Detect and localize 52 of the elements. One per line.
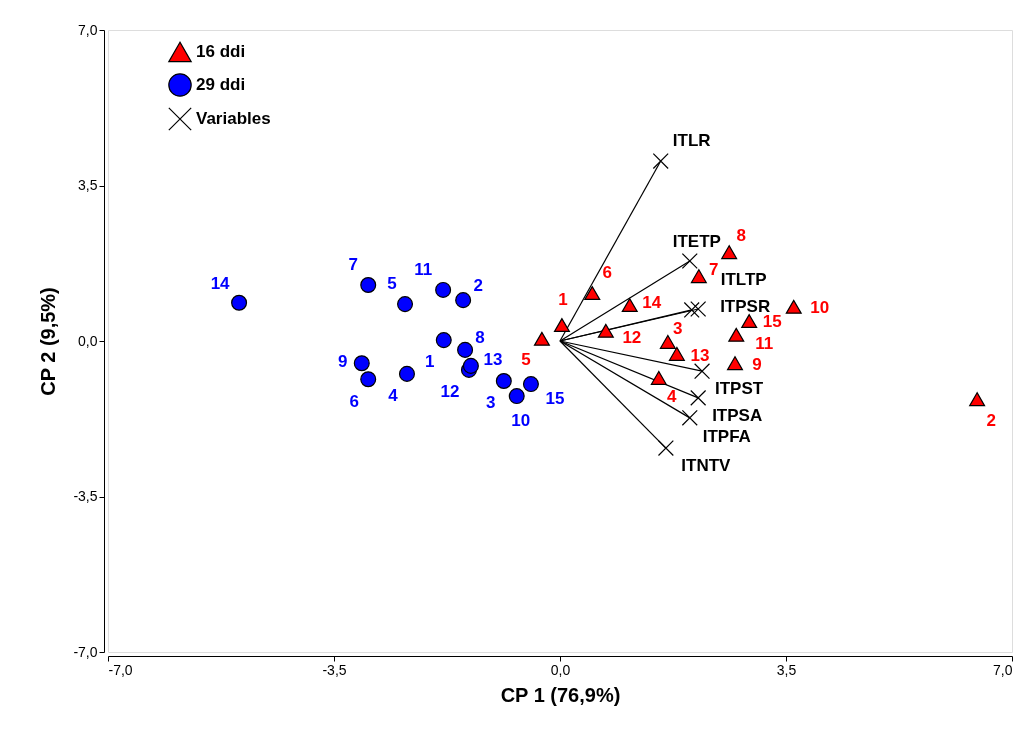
annotation: 11 (755, 333, 774, 353)
annotation: ITPSA (712, 405, 763, 425)
annotation: ITLR (672, 131, 711, 151)
x-tick-label: 7,0 (993, 661, 1013, 678)
y-tick-label: 7,0 (78, 21, 98, 38)
annotation: 9 (338, 352, 348, 372)
annotation: 13 (483, 349, 503, 369)
x-axis-title: CP 1 (76,9%) (500, 683, 621, 706)
legend-label: Variables (196, 109, 271, 128)
x-tick-label: -7,0 (108, 661, 133, 678)
annotation: ITPST (714, 379, 764, 399)
annotation: 12 (440, 381, 460, 401)
annotation: ITPFA (702, 426, 751, 446)
annotation: 4 (667, 386, 678, 406)
annotation: 7 (709, 260, 719, 280)
annotation: 6 (602, 263, 613, 283)
annotation: 2 (986, 411, 996, 431)
annotation: 3 (486, 392, 496, 412)
annotation: 10 (511, 411, 531, 431)
x-tick-label: 0,0 (550, 661, 571, 678)
annotation: 11 (414, 259, 433, 279)
annotation: 7 (348, 255, 358, 275)
y-tick-label: -3,5 (73, 488, 98, 504)
annotation: 1 (558, 290, 568, 310)
y-tick-label: 0,0 (78, 332, 98, 349)
annotation: 2 (473, 276, 483, 296)
annotation: 14 (210, 273, 231, 293)
annotation: 3 (673, 318, 683, 338)
annotation: 5 (387, 274, 397, 294)
annotation: 10 (810, 297, 830, 317)
legend-label: 29 ddi (196, 75, 246, 94)
annotation: ITNTV (681, 456, 732, 476)
annotation: 9 (752, 355, 762, 375)
annotation: 5 (521, 349, 531, 369)
annotation: 12 (622, 327, 642, 347)
y-tick-label: -7,0 (73, 643, 98, 660)
x-tick-label: -3,5 (322, 661, 347, 678)
annotation: ITETP (672, 232, 721, 252)
y-axis-title: CP 2 (9,5%) (37, 287, 60, 396)
y-tick-label: 3,5 (78, 177, 98, 193)
legend-label: 16 ddi (196, 42, 246, 61)
annotation: 8 (475, 327, 485, 347)
annotation: 14 (642, 293, 662, 313)
annotation: 15 (762, 312, 782, 332)
annotation: 1 (425, 352, 435, 372)
annotation: ITLTP (720, 269, 767, 289)
annotation: 6 (349, 392, 359, 412)
annotation: 8 (736, 226, 746, 246)
annotation: 13 (690, 345, 710, 365)
x-tick-label: 3,5 (776, 661, 797, 678)
annotation: 4 (388, 385, 399, 405)
annotation: 15 (545, 389, 565, 409)
